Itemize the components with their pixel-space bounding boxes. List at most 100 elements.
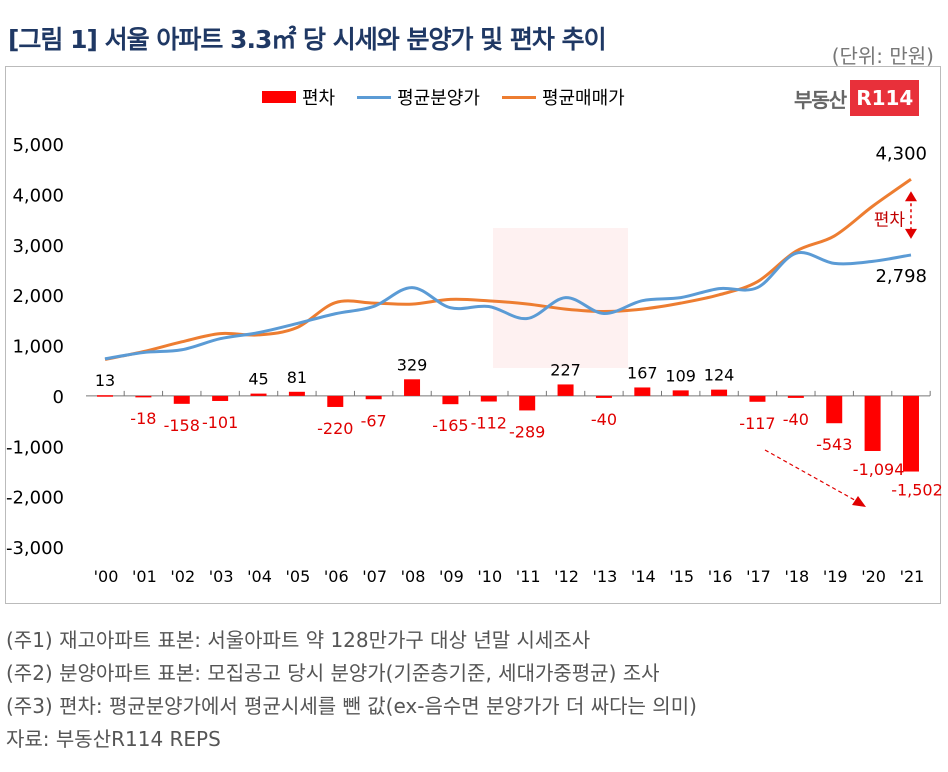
x-tick-label: '19 [823, 567, 848, 586]
legend-label: 편차 [302, 88, 336, 109]
bar-label: -220 [317, 419, 353, 438]
legend-item-deviation: 편차 [262, 84, 335, 110]
unit-label: (단위: 만원) [831, 44, 934, 68]
x-tick-label: '21 [900, 567, 925, 586]
bar-deviation [250, 393, 267, 396]
r114-logo: 부동산 R114 [794, 80, 920, 116]
x-tick-label: '14 [631, 567, 656, 586]
legend-swatch-line [501, 95, 536, 99]
x-tick-label: '07 [362, 567, 387, 586]
logo-text: 부동산 [794, 87, 847, 112]
bar-deviation [749, 395, 766, 402]
bar-deviation [97, 395, 113, 397]
bar-label: 13 [95, 371, 115, 390]
bar-deviation [864, 395, 881, 451]
y-tick-label: 2,000 [12, 286, 64, 307]
x-tick-label: '02 [170, 567, 195, 586]
bar-deviation [672, 390, 689, 396]
x-tick-label: '09 [439, 567, 464, 586]
bar-deviation [595, 395, 612, 398]
chart-title: [그림 1] 서울 아파트 3.3㎡ 당 시세와 분양가 및 편차 추이 [8, 25, 607, 54]
footnotes: (주1) 재고아파트 표본: 서울아파트 약 128만가구 대상 년말 시세조사… [6, 624, 697, 756]
x-tick-label: '01 [132, 567, 157, 586]
bar-deviation [404, 379, 421, 396]
bar-deviation [288, 391, 305, 396]
bar-label: -40 [783, 410, 809, 429]
bar-deviation [519, 395, 536, 411]
bar-label: -165 [432, 416, 468, 435]
chart-frame [5, 66, 941, 604]
bar-deviation [634, 387, 651, 396]
bar-deviation [787, 395, 804, 398]
bar-deviation [212, 395, 229, 401]
bar-deviation [480, 395, 497, 402]
end-label-sale: 2,798 [875, 266, 927, 287]
y-tick-label: -2,000 [6, 488, 64, 509]
bar-label: 329 [397, 355, 428, 374]
bar-deviation [557, 384, 574, 396]
gap-label: 편차 [874, 211, 906, 231]
y-tick-label: 1,000 [12, 337, 64, 358]
bar-label: -543 [816, 435, 852, 454]
legend: 편차 평균분양가 평균매매가 [262, 84, 625, 110]
x-tick-label: '18 [784, 567, 809, 586]
legend-label: 평균분양가 [397, 88, 480, 109]
x-tick-label: '13 [593, 567, 618, 586]
legend-label: 평균매매가 [541, 88, 625, 109]
bar-deviation [711, 389, 728, 396]
bar-label: 109 [665, 366, 696, 385]
bar-label: 124 [704, 366, 735, 385]
legend-item-market-price: 평균매매가 [501, 84, 625, 110]
x-tick-label: '16 [708, 567, 733, 586]
x-tick-label: '08 [401, 567, 426, 586]
legend-swatch-line [357, 95, 392, 99]
y-tick-label: 5,000 [12, 135, 64, 156]
arrow-head-icon [852, 496, 866, 507]
footnote: (주1) 재고아파트 표본: 서울아파트 약 128만가구 대상 년말 시세조사 [6, 628, 591, 652]
logo-badge: R114 [850, 80, 920, 116]
x-tick-label: '10 [477, 567, 502, 586]
bar-deviation [135, 395, 152, 398]
y-tick-label: 0 [53, 387, 64, 408]
source-note: 자료: 부동산R114 REPS [6, 727, 221, 751]
footnote: (주2) 분양아파트 표본: 모집공고 당시 분양가(기준층기준, 세대가중평균… [6, 661, 660, 685]
bar-deviation [173, 395, 190, 404]
x-tick-label: '17 [746, 567, 771, 586]
y-tick-label: 3,000 [12, 236, 64, 257]
bar-deviation [365, 395, 382, 400]
x-tick-label: '15 [669, 567, 694, 586]
bar-label: -117 [739, 414, 775, 433]
x-tick-label: '03 [209, 567, 234, 586]
legend-item-sale-price: 평균분양가 [357, 84, 480, 110]
x-tick-label: '06 [324, 567, 349, 586]
bar-label: 81 [287, 368, 307, 387]
bar-label: -101 [202, 413, 238, 432]
x-tick-label: '12 [554, 567, 579, 586]
bar-deviation [826, 395, 843, 424]
footnote: (주3) 편차: 평균분양가에서 평균시세를 뺀 값(ex-음수면 분양가가 더… [6, 694, 697, 718]
bar-deviation [902, 395, 919, 472]
bar-label: -18 [130, 409, 156, 428]
bar-label: 167 [627, 363, 658, 382]
x-tick-label: '05 [286, 567, 311, 586]
y-tick-label: -1,000 [6, 437, 64, 458]
bar-label: -1,502 [891, 481, 943, 500]
bar-label: -67 [361, 411, 387, 430]
bar-label: -112 [471, 414, 507, 433]
bar-label: -158 [164, 416, 200, 435]
arrow-down-icon [904, 228, 917, 239]
bar-deviation [442, 395, 459, 405]
x-tick-label: '20 [861, 567, 886, 586]
end-label-market: 4,300 [875, 143, 927, 164]
legend-swatch-bar [262, 91, 296, 103]
bar-label: 227 [550, 360, 581, 379]
bar-label: -289 [509, 422, 545, 441]
trend-arrow [764, 449, 861, 504]
x-tick-label: '11 [516, 567, 541, 586]
y-tick-label: -3,000 [6, 538, 64, 559]
y-tick-label: 4,000 [12, 185, 64, 206]
bar-label: -1,094 [853, 460, 905, 479]
x-tick-label: '00 [94, 567, 119, 586]
bar-deviation [327, 395, 344, 407]
